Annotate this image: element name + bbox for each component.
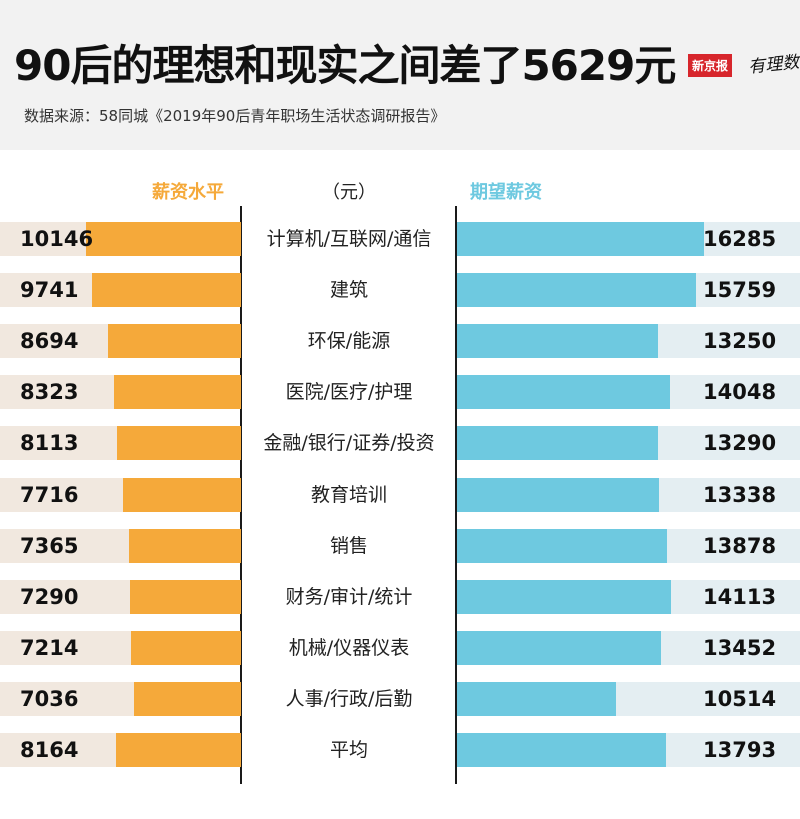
expected-salary-label: 14113 <box>703 585 777 609</box>
current-salary-bar <box>116 733 241 767</box>
expected-salary-label: 13793 <box>703 738 777 762</box>
expected-salary-bar <box>457 529 667 563</box>
chart-row: 8323 医院/医疗/护理 14048 <box>0 375 800 409</box>
current-salary-label: 8323 <box>20 380 79 404</box>
current-salary-label: 7290 <box>20 585 79 609</box>
category-label: 环保/能源 <box>307 330 391 352</box>
expected-salary-bar <box>457 426 658 460</box>
current-salary-label: 7365 <box>20 534 79 558</box>
current-salary-bar <box>131 631 241 665</box>
chart-row: 10146 计算机/互联网/通信 16285 <box>0 222 800 256</box>
current-salary-bar <box>117 426 241 460</box>
expected-salary-bar <box>457 324 658 358</box>
current-salary-label: 7214 <box>20 636 79 660</box>
category-label: 医院/医疗/护理 <box>285 381 413 403</box>
current-salary-label: 10146 <box>20 227 94 251</box>
data-source-note: 数据来源：58同城《2019年90后青年职场生活状态调研报告》 <box>24 107 446 125</box>
unit-label: （元） <box>322 182 376 203</box>
expected-salary-label: 14048 <box>703 380 777 404</box>
expected-salary-label: 13452 <box>703 636 777 660</box>
expected-salary-bar <box>457 682 616 716</box>
current-salary-label: 9741 <box>20 278 79 302</box>
chart-row: 8164 平均 13793 <box>0 733 800 767</box>
expected-salary-bar <box>457 478 659 512</box>
current-salary-label: 8694 <box>20 329 79 353</box>
category-label: 平均 <box>329 739 368 761</box>
current-salary-label: 7716 <box>20 483 79 507</box>
expected-salary-label: 10514 <box>703 687 777 711</box>
expected-salary-bar <box>457 631 661 665</box>
category-label: 财务/审计/统计 <box>285 586 413 608</box>
current-salary-bar <box>130 580 241 614</box>
current-salary-bar <box>108 324 241 358</box>
page-title: 90后的理想和现实之间差了5629元 <box>14 41 676 90</box>
category-label: 计算机/互联网/通信 <box>266 228 432 250</box>
chart-row: 9741 建筑 15759 <box>0 273 800 307</box>
category-label: 金融/银行/证券/投资 <box>263 432 435 454</box>
chart-row: 8694 环保/能源 13250 <box>0 324 800 358</box>
chart-row: 7716 教育培训 13338 <box>0 478 800 512</box>
chart-row: 7365 销售 13878 <box>0 529 800 563</box>
expected-salary-label: 13290 <box>703 431 777 455</box>
current-salary-bar <box>134 682 241 716</box>
current-salary-bar <box>123 478 241 512</box>
header-banner: 90后的理想和现实之间差了5629元 新京报 有理数 数据来源：58同城《201… <box>0 0 800 150</box>
category-label: 教育培训 <box>310 484 387 506</box>
chart-row: 8113 金融/银行/证券/投资 13290 <box>0 426 800 460</box>
brand-logo-box: 新京报 <box>688 54 733 77</box>
expected-salary-bar <box>457 273 696 307</box>
expected-salary-bar <box>457 375 670 409</box>
category-label: 销售 <box>329 535 368 557</box>
legend-current-salary: 薪资水平 <box>152 182 224 203</box>
expected-salary-bar <box>457 733 666 767</box>
current-salary-bar <box>129 529 241 563</box>
chart-row: 7036 人事/行政/后勤 10514 <box>0 682 800 716</box>
current-salary-bar <box>114 375 241 409</box>
expected-salary-label: 13250 <box>703 329 777 353</box>
left-axis-line <box>240 206 242 784</box>
current-salary-label: 7036 <box>20 687 79 711</box>
expected-salary-label: 15759 <box>703 278 777 302</box>
chart-row: 7290 财务/审计/统计 14113 <box>0 580 800 614</box>
header-gap <box>0 150 800 168</box>
chart-row: 7214 机械/仪器仪表 13452 <box>0 631 800 665</box>
legend-expected-salary: 期望薪资 <box>470 182 542 203</box>
category-label: 人事/行政/后勤 <box>285 688 413 710</box>
category-label: 机械/仪器仪表 <box>288 637 410 659</box>
expected-salary-bar <box>457 222 704 256</box>
current-salary-bar <box>92 273 241 307</box>
brand-logo-script: 有理数 <box>747 52 800 78</box>
expected-salary-bar <box>457 580 671 614</box>
current-salary-label: 8164 <box>20 738 79 762</box>
expected-salary-label: 13338 <box>703 483 777 507</box>
expected-salary-label: 16285 <box>703 227 777 251</box>
right-axis-line <box>455 206 457 784</box>
category-label: 建筑 <box>329 279 368 301</box>
current-salary-bar <box>86 222 241 256</box>
expected-salary-label: 13878 <box>703 534 777 558</box>
current-salary-label: 8113 <box>20 431 79 455</box>
